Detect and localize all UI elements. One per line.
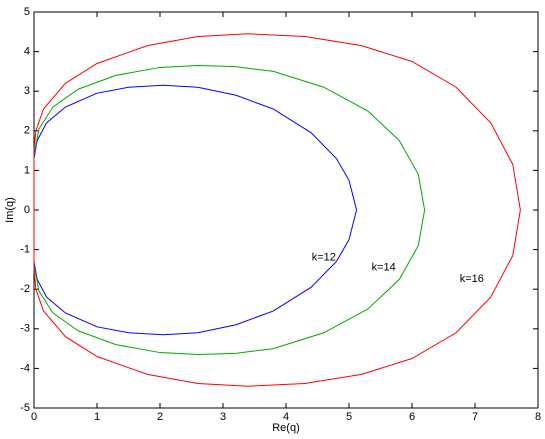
curve [33,64,426,356]
x-tick-label: 7 [472,411,478,423]
x-tick-label: 6 [409,411,415,423]
x-tick-label: 8 [535,411,541,423]
y-tick-label: -4 [20,362,30,374]
x-tick-label: 2 [157,411,163,423]
y-tick-label: 3 [24,85,30,97]
annotation: k=12 [312,251,336,263]
annotation: k=16 [460,273,484,285]
x-axis-label: Re(q) [272,422,300,434]
y-tick-label: 4 [24,46,30,58]
x-tick-label: 0 [31,411,37,423]
y-tick-label: -3 [20,323,30,335]
annotation: k=14 [372,261,396,273]
y-tick-label: 2 [24,125,30,137]
x-tick-label: 3 [220,411,226,423]
y-tick-label: -1 [20,244,30,256]
x-tick-label: 1 [94,411,100,423]
curve [33,33,521,387]
y-tick-label: 1 [24,164,30,176]
plot-frame [33,11,539,409]
y-tick-label: -5 [20,402,30,414]
curve [33,84,358,336]
x-tick-label: 4 [283,411,289,423]
x-tick-label: 5 [346,411,352,423]
y-tick-label: 0 [24,204,30,216]
y-axis-label: Im(q) [4,197,16,223]
y-tick-label: 5 [24,6,30,18]
y-tick-label: -2 [20,283,30,295]
